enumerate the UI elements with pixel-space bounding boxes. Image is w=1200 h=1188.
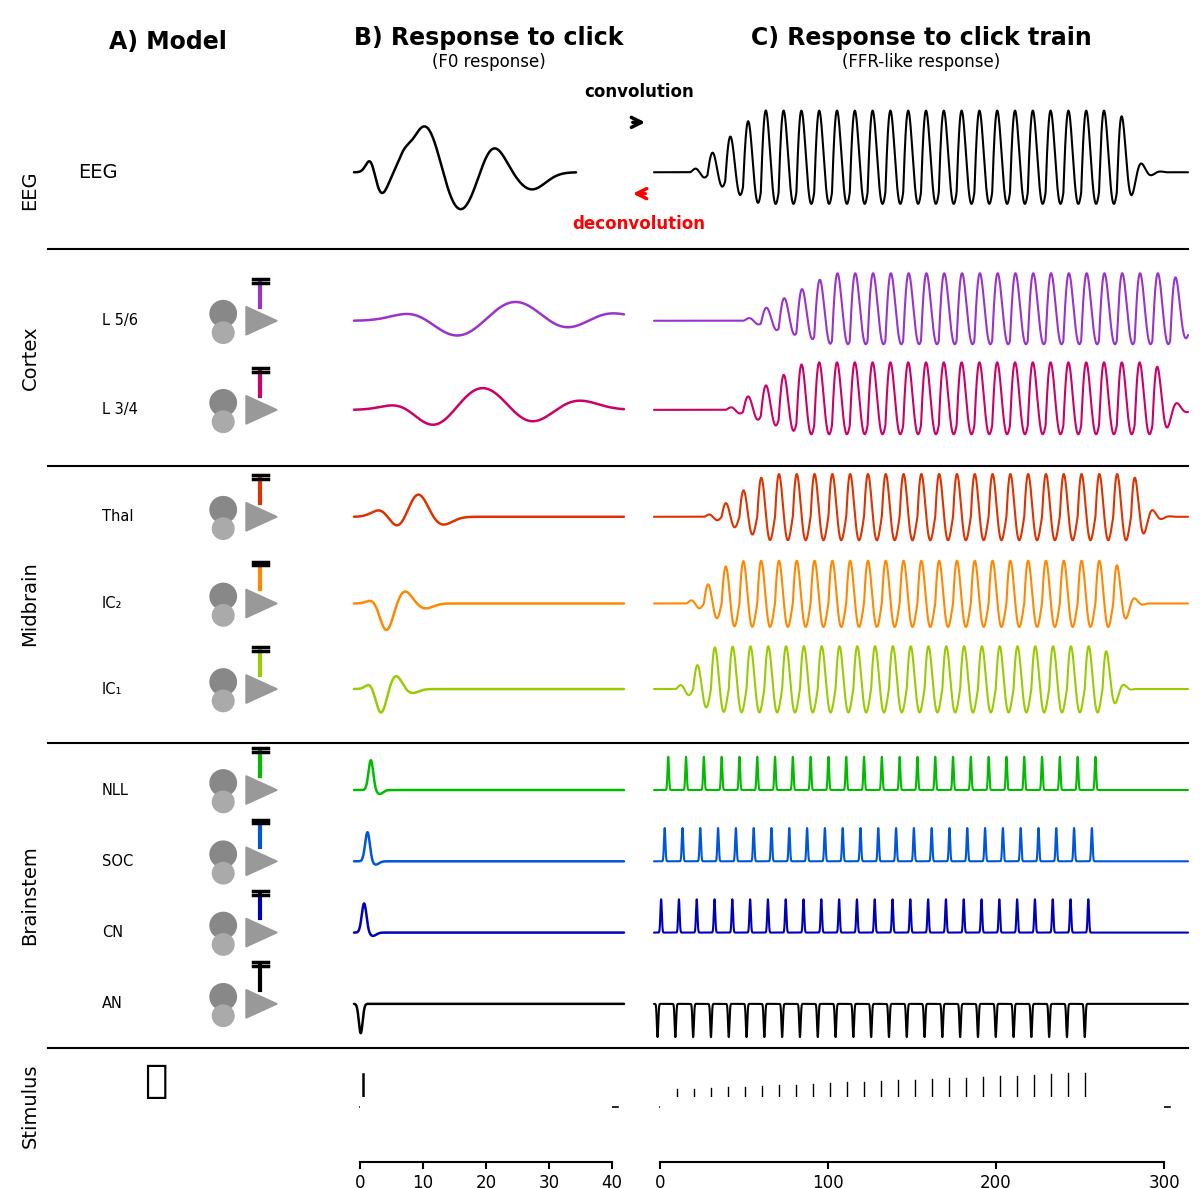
Polygon shape bbox=[246, 990, 277, 1018]
Circle shape bbox=[212, 1005, 234, 1026]
Text: AN: AN bbox=[102, 997, 122, 1011]
Polygon shape bbox=[246, 918, 277, 947]
Circle shape bbox=[212, 411, 234, 432]
Circle shape bbox=[212, 322, 234, 343]
Circle shape bbox=[212, 934, 234, 955]
Text: NLL: NLL bbox=[102, 783, 128, 797]
Circle shape bbox=[212, 605, 234, 626]
Text: L 5/6: L 5/6 bbox=[102, 314, 138, 328]
Text: Thal: Thal bbox=[102, 510, 133, 524]
Text: Cortex: Cortex bbox=[20, 326, 40, 390]
Circle shape bbox=[210, 669, 236, 695]
Text: Midbrain: Midbrain bbox=[20, 562, 40, 646]
Text: deconvolution: deconvolution bbox=[572, 215, 706, 233]
Text: Brainstem: Brainstem bbox=[20, 846, 40, 944]
Text: (F0 response): (F0 response) bbox=[432, 53, 546, 71]
Text: EEG: EEG bbox=[20, 170, 40, 210]
Circle shape bbox=[212, 862, 234, 884]
Text: EEG: EEG bbox=[78, 163, 118, 182]
Text: C) Response to click train: C) Response to click train bbox=[751, 26, 1091, 50]
Circle shape bbox=[212, 791, 234, 813]
Polygon shape bbox=[246, 503, 277, 531]
Polygon shape bbox=[246, 307, 277, 335]
Polygon shape bbox=[246, 396, 277, 424]
Text: L 3/4: L 3/4 bbox=[102, 403, 138, 417]
Text: IC₁: IC₁ bbox=[102, 682, 122, 696]
Text: (FFR-like response): (FFR-like response) bbox=[842, 53, 1000, 71]
Text: A) Model: A) Model bbox=[109, 30, 227, 53]
Text: convolution: convolution bbox=[584, 83, 694, 101]
Text: Stimulus: Stimulus bbox=[20, 1063, 40, 1149]
Polygon shape bbox=[246, 589, 277, 618]
Circle shape bbox=[210, 984, 236, 1010]
Text: IC₂: IC₂ bbox=[102, 596, 122, 611]
Polygon shape bbox=[246, 675, 277, 703]
Text: CN: CN bbox=[102, 925, 124, 940]
Text: SOC: SOC bbox=[102, 854, 133, 868]
Circle shape bbox=[210, 390, 236, 416]
Circle shape bbox=[210, 770, 236, 796]
Text: B) Response to click: B) Response to click bbox=[354, 26, 624, 50]
Circle shape bbox=[212, 518, 234, 539]
Circle shape bbox=[210, 583, 236, 609]
Circle shape bbox=[210, 841, 236, 867]
Polygon shape bbox=[246, 847, 277, 876]
Circle shape bbox=[212, 690, 234, 712]
Circle shape bbox=[210, 912, 236, 939]
Text: 🔊: 🔊 bbox=[144, 1062, 168, 1100]
Circle shape bbox=[210, 301, 236, 327]
Circle shape bbox=[210, 497, 236, 523]
Polygon shape bbox=[246, 776, 277, 804]
